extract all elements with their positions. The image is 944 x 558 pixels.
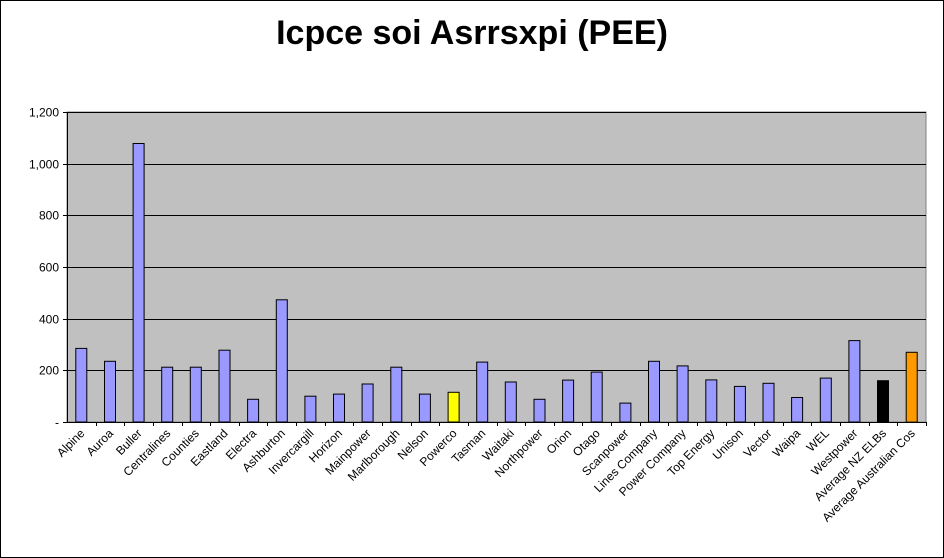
bar	[905, 351, 918, 423]
bar	[791, 397, 804, 423]
bar	[533, 398, 546, 423]
category-label: Vector	[741, 426, 775, 460]
bar	[676, 365, 689, 423]
bar	[819, 377, 832, 423]
y-tick-label: -	[55, 416, 59, 430]
chart-title: Icpce soi Asrrsxpi (PEE)	[276, 14, 668, 52]
bar	[848, 340, 861, 423]
bar	[247, 398, 260, 423]
bar	[447, 391, 460, 423]
category-label: Orion	[544, 426, 575, 457]
bar	[762, 382, 775, 423]
y-tick-label: 400	[39, 313, 59, 327]
bar	[218, 349, 231, 423]
category-label: Alpine	[54, 426, 88, 460]
bar	[877, 380, 889, 423]
bar	[132, 143, 145, 423]
category-label: Auroa	[84, 426, 117, 459]
bar	[504, 381, 517, 423]
bar	[304, 395, 317, 423]
bar	[733, 385, 746, 423]
bar	[361, 383, 374, 423]
bar	[161, 366, 174, 423]
y-axis: - 200 400 600 800 1,000 1,200	[29, 106, 68, 430]
gridlines	[67, 112, 926, 371]
bar	[418, 393, 431, 423]
bar	[333, 393, 345, 423]
bar	[619, 402, 632, 423]
y-tick-label: 1,200	[29, 106, 59, 120]
bar	[275, 299, 288, 423]
y-tick-label: 800	[39, 209, 59, 223]
bar	[104, 360, 116, 423]
category-label: Waipa	[770, 426, 804, 460]
bar	[75, 347, 88, 423]
bar	[189, 366, 202, 423]
bar	[590, 371, 603, 423]
category-label: Unison	[710, 426, 746, 462]
bar	[648, 360, 660, 423]
bar	[476, 361, 489, 423]
y-tick-label: 600	[39, 261, 59, 275]
x-axis: AlpineAuroaBullerCentralinesCountiesEast…	[54, 422, 927, 525]
bar	[390, 366, 403, 423]
bar	[562, 379, 575, 423]
bar	[705, 379, 718, 423]
y-tick-label: 200	[39, 364, 59, 378]
y-tick-label: 1,000	[29, 158, 59, 172]
